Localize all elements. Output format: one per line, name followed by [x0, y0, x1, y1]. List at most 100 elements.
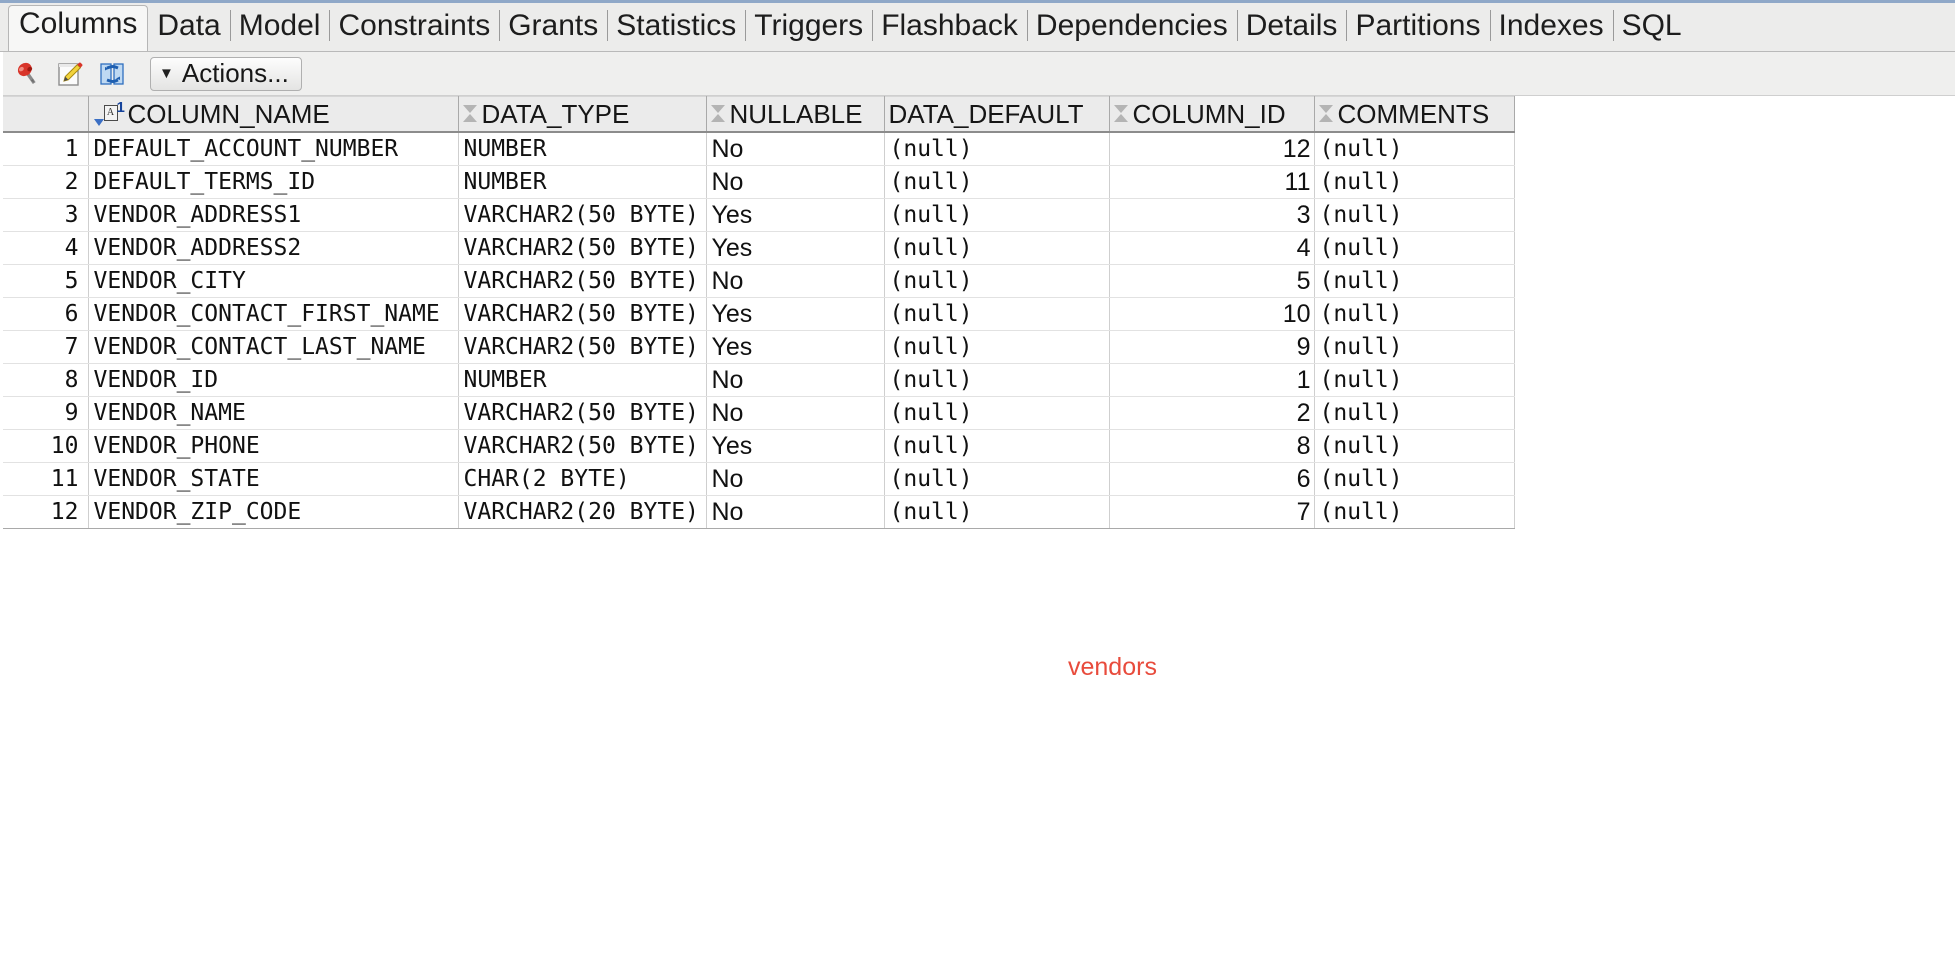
- cell-data_type[interactable]: CHAR(2 BYTE): [458, 462, 707, 496]
- row-number-cell[interactable]: 10: [0, 429, 89, 463]
- cell-data_type[interactable]: VARCHAR2(50 BYTE): [458, 198, 707, 232]
- table-row[interactable]: 11 VENDOR_STATE CHAR(2 BYTE) No (null) 6 (null…: [0, 462, 1515, 496]
- cell-comments[interactable]: (null): [1314, 429, 1515, 463]
- cell-column_name[interactable]: DEFAULT_TERMS_ID: [88, 165, 459, 199]
- cell-data_default[interactable]: (null): [884, 363, 1110, 397]
- cell-comments[interactable]: (null): [1314, 165, 1515, 199]
- cell-nullable[interactable]: Yes: [706, 330, 885, 364]
- cell-data_type[interactable]: VARCHAR2(50 BYTE): [458, 396, 707, 430]
- cell-data_type[interactable]: VARCHAR2(50 BYTE): [458, 231, 707, 265]
- row-number-cell[interactable]: 11: [0, 462, 89, 496]
- cell-column_id[interactable]: 9: [1109, 330, 1315, 364]
- row-number-cell[interactable]: 3: [0, 198, 89, 232]
- cell-nullable[interactable]: No: [706, 363, 885, 397]
- cell-data_type[interactable]: NUMBER: [458, 165, 707, 199]
- tab-constraints[interactable]: Constraints: [329, 7, 499, 51]
- cell-column_id[interactable]: 4: [1109, 231, 1315, 265]
- refresh-icon[interactable]: [94, 58, 130, 90]
- cell-comments[interactable]: (null): [1314, 231, 1515, 265]
- cell-data_default[interactable]: (null): [884, 495, 1110, 529]
- cell-column_id[interactable]: 2: [1109, 396, 1315, 430]
- cell-data_default[interactable]: (null): [884, 264, 1110, 298]
- cell-column_name[interactable]: VENDOR_CITY: [88, 264, 459, 298]
- table-row[interactable]: 5 VENDOR_CITY VARCHAR2(50 BYTE) No (null) 5 (n…: [0, 264, 1515, 298]
- cell-comments[interactable]: (null): [1314, 396, 1515, 430]
- row-number-cell[interactable]: 7: [0, 330, 89, 364]
- column-header-data_type[interactable]: DATA_TYPE: [458, 96, 707, 133]
- cell-column_name[interactable]: VENDOR_NAME: [88, 396, 459, 430]
- cell-nullable[interactable]: Yes: [706, 198, 885, 232]
- cell-column_id[interactable]: 8: [1109, 429, 1315, 463]
- cell-column_name[interactable]: VENDOR_ADDRESS2: [88, 231, 459, 265]
- row-number-cell[interactable]: 4: [0, 231, 89, 265]
- actions-dropdown-button[interactable]: ▼ Actions...: [150, 56, 302, 91]
- cell-column_id[interactable]: 12: [1109, 132, 1315, 166]
- cell-data_default[interactable]: (null): [884, 396, 1110, 430]
- cell-nullable[interactable]: No: [706, 165, 885, 199]
- cell-nullable[interactable]: No: [706, 462, 885, 496]
- cell-column_name[interactable]: VENDOR_ADDRESS1: [88, 198, 459, 232]
- cell-data_type[interactable]: NUMBER: [458, 363, 707, 397]
- cell-column_id[interactable]: 7: [1109, 495, 1315, 529]
- cell-column_id[interactable]: 1: [1109, 363, 1315, 397]
- cell-column_name[interactable]: VENDOR_CONTACT_FIRST_NAME: [88, 297, 459, 331]
- row-number-cell[interactable]: 5: [0, 264, 89, 298]
- row-number-cell[interactable]: 6: [0, 297, 89, 331]
- table-row[interactable]: 8 VENDOR_ID NUMBER No (null) 1 (null): [0, 363, 1515, 397]
- cell-column_name[interactable]: VENDOR_ZIP_CODE: [88, 495, 459, 529]
- cell-column_name[interactable]: VENDOR_CONTACT_LAST_NAME: [88, 330, 459, 364]
- cell-column_name[interactable]: VENDOR_STATE: [88, 462, 459, 496]
- cell-comments[interactable]: (null): [1314, 297, 1515, 331]
- cell-column_id[interactable]: 5: [1109, 264, 1315, 298]
- tab-dependencies[interactable]: Dependencies: [1026, 7, 1237, 51]
- cell-column_name[interactable]: VENDOR_PHONE: [88, 429, 459, 463]
- cell-comments[interactable]: (null): [1314, 132, 1515, 166]
- cell-column_id[interactable]: 11: [1109, 165, 1315, 199]
- column-header-column_name[interactable]: A 1 COLUMN_NAME: [88, 96, 459, 133]
- row-number-cell[interactable]: 8: [0, 363, 89, 397]
- tab-partitions[interactable]: Partitions: [1346, 7, 1489, 51]
- tab-columns[interactable]: Columns: [8, 5, 149, 51]
- cell-comments[interactable]: (null): [1314, 330, 1515, 364]
- tab-details[interactable]: Details: [1236, 7, 1347, 51]
- cell-data_type[interactable]: VARCHAR2(50 BYTE): [458, 264, 707, 298]
- column-header-comments[interactable]: COMMENTS: [1314, 96, 1515, 133]
- table-row[interactable]: 4 VENDOR_ADDRESS2 VARCHAR2(50 BYTE) Yes (nul…: [0, 231, 1515, 265]
- row-number-cell[interactable]: 2: [0, 165, 89, 199]
- cell-comments[interactable]: (null): [1314, 264, 1515, 298]
- cell-nullable[interactable]: Yes: [706, 429, 885, 463]
- edit-pencil-icon[interactable]: [52, 58, 88, 90]
- row-number-cell[interactable]: 9: [0, 396, 89, 430]
- cell-nullable[interactable]: No: [706, 132, 885, 166]
- table-row[interactable]: 9 VENDOR_NAME VARCHAR2(50 BYTE) No (null) 2 (n…: [0, 396, 1515, 430]
- column-header-data_default[interactable]: DATA_DEFAULT: [884, 96, 1110, 133]
- cell-data_type[interactable]: VARCHAR2(50 BYTE): [458, 297, 707, 331]
- cell-data_type[interactable]: VARCHAR2(50 BYTE): [458, 330, 707, 364]
- cell-data_type[interactable]: VARCHAR2(20 BYTE): [458, 495, 707, 529]
- cell-comments[interactable]: (null): [1314, 363, 1515, 397]
- pin-icon[interactable]: [10, 58, 46, 90]
- cell-data_default[interactable]: (null): [884, 198, 1110, 232]
- cell-data_default[interactable]: (null): [884, 330, 1110, 364]
- tab-sql[interactable]: SQL: [1612, 7, 1691, 51]
- cell-nullable[interactable]: No: [706, 396, 885, 430]
- table-row[interactable]: 12 VENDOR_ZIP_CODE VARCHAR2(20 BYTE) No (nul…: [0, 495, 1515, 529]
- tab-grants[interactable]: Grants: [499, 7, 607, 51]
- cell-comments[interactable]: (null): [1314, 198, 1515, 232]
- tab-indexes[interactable]: Indexes: [1489, 7, 1613, 51]
- column-header-nullable[interactable]: NULLABLE: [706, 96, 885, 133]
- cell-data_default[interactable]: (null): [884, 297, 1110, 331]
- tab-triggers[interactable]: Triggers: [745, 7, 872, 51]
- table-row[interactable]: 10 VENDOR_PHONE VARCHAR2(50 BYTE) Yes (null)…: [0, 429, 1515, 463]
- cell-nullable[interactable]: Yes: [706, 231, 885, 265]
- cell-column_id[interactable]: 6: [1109, 462, 1315, 496]
- row-number-cell[interactable]: 12: [0, 495, 89, 529]
- cell-data_default[interactable]: (null): [884, 462, 1110, 496]
- cell-nullable[interactable]: No: [706, 495, 885, 529]
- cell-column_name[interactable]: DEFAULT_ACCOUNT_NUMBER: [88, 132, 459, 166]
- cell-data_default[interactable]: (null): [884, 165, 1110, 199]
- cell-nullable[interactable]: Yes: [706, 297, 885, 331]
- tab-model[interactable]: Model: [229, 7, 330, 51]
- column-header-column_id[interactable]: COLUMN_ID: [1109, 96, 1315, 133]
- cell-data_type[interactable]: NUMBER: [458, 132, 707, 166]
